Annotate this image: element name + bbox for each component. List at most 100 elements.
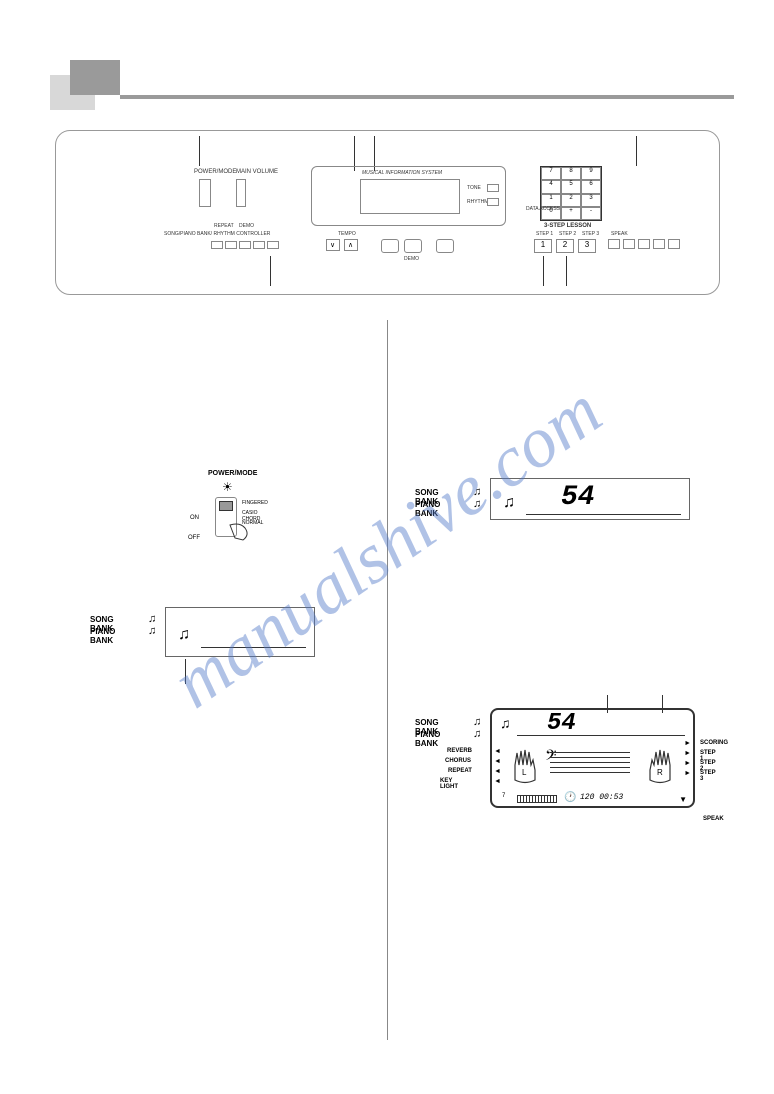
mode-button-1: [381, 239, 399, 253]
indicator-arrow: ◄: [494, 758, 501, 765]
system-title: MUSICAL INFORMATION SYSTEM: [362, 170, 442, 176]
tempo-label: TEMPO: [338, 231, 356, 237]
callout-line: [566, 256, 567, 286]
column-divider: [387, 320, 388, 1040]
power-mode-label: POWER/MODE: [194, 169, 236, 175]
switch-knob: [219, 501, 233, 511]
numpad-key: 8: [561, 167, 581, 180]
lcd-callout: [662, 695, 663, 713]
note-icon: ♫: [473, 498, 481, 510]
bank-display: ♫: [165, 607, 315, 657]
numpad-key: +: [561, 207, 581, 220]
piano-bank-label: PIANO BANK: [415, 500, 440, 518]
rhythm-label: RHYTHM: [467, 199, 488, 205]
pointing-hand-icon: [225, 520, 255, 550]
note-icon: ♫: [473, 486, 481, 498]
step-button-1: 1: [534, 239, 552, 253]
right-button: [623, 239, 635, 249]
numpad-key: 4: [541, 180, 561, 193]
numpad-key: 3: [581, 194, 601, 207]
demo-small-label: DEMO: [239, 223, 254, 229]
mini-keyboard: [517, 795, 557, 803]
indicator-arrow: ►: [684, 770, 691, 777]
main-volume-label: MAIN VOLUME: [236, 169, 278, 175]
mode-button-2: [404, 239, 422, 253]
hand-r-label: R: [657, 768, 663, 777]
controller-button: [225, 241, 237, 249]
tempo-up-button: ∧: [344, 239, 358, 251]
step3-label: STEP 3: [582, 231, 599, 237]
numpad-key: 1: [541, 194, 561, 207]
step1-label: STEP 1: [536, 231, 553, 237]
controller-button-row: [211, 241, 279, 249]
controller-button: [253, 241, 265, 249]
indicator-arrow: ►: [684, 750, 691, 757]
bank-display-with-value: ♫ 54: [490, 478, 690, 520]
controller-button: [211, 241, 223, 249]
step3-label: STEP 3: [700, 770, 716, 782]
sun-icon: ☀: [222, 480, 233, 494]
lcd-inner: [360, 179, 460, 214]
indicator-arrow: ◄: [494, 748, 501, 755]
header-line: [120, 95, 734, 99]
page-corner-decoration: [50, 60, 120, 110]
power-mode-title: POWER/MODE: [208, 470, 257, 477]
tempo-counter: 120 00:53: [580, 793, 623, 802]
demo-label: DEMO: [404, 256, 419, 262]
chorus-label: CHORUS: [445, 758, 471, 764]
display-value: 54: [561, 482, 595, 513]
power-mode-switch-diagram: POWER/MODE ☀ ON OFF FINGERED CASIO CHORD…: [200, 485, 260, 565]
keylight-label: KEY LIGHT: [440, 778, 458, 790]
hand-l-label: L: [522, 768, 527, 777]
mode-button-3: [436, 239, 454, 253]
callout-line: [543, 256, 544, 286]
note-icon: ♫: [503, 494, 515, 512]
step-button-2: 2: [556, 239, 574, 253]
note-icon: ♫: [500, 715, 511, 731]
speak-small-label: SPEAK: [611, 231, 628, 237]
repeat-label: REPEAT: [448, 768, 472, 774]
controller-button: [267, 241, 279, 249]
note-icon: ♫: [473, 728, 481, 740]
corner-dark-box: [70, 60, 120, 95]
indicator-arrow: ►: [684, 740, 691, 747]
controller-label: SONG/PIANO BANK/ RHYTHM CONTROLLER: [164, 231, 270, 237]
tempo-down-button: ∨: [326, 239, 340, 251]
piano-bank-label: PIANO BANK: [415, 730, 440, 748]
display-underline: [201, 647, 306, 648]
piano-bank-label: PIANO BANK: [90, 627, 115, 645]
mini-keyboard-num: 7: [502, 793, 505, 799]
right-button: [668, 239, 680, 249]
scoring-label: SCORING: [700, 740, 728, 746]
full-lcd-display: ♫ 54 ◄ ◄ ◄ ◄ L 𝄢 R ►: [490, 708, 695, 808]
lcd-underline: [517, 735, 685, 736]
indicator-arrow: ►: [684, 760, 691, 767]
right-button-row: [608, 239, 680, 249]
repeat-label: REPEAT: [214, 223, 234, 229]
indicator-line: [185, 659, 186, 684]
center-lcd-outline: MUSICAL INFORMATION SYSTEM TONE RHYTHM: [311, 166, 506, 226]
callout-line: [199, 136, 200, 166]
callout-line: [270, 256, 271, 286]
lcd-callout: [607, 695, 608, 713]
reverb-label: REVERB: [447, 748, 472, 754]
right-button: [608, 239, 620, 249]
speak-label: SPEAK: [703, 816, 724, 822]
tone-button: [487, 184, 499, 192]
indicator-arrow: ◄: [494, 768, 501, 775]
keyboard-control-panel: POWER/MODE MAIN VOLUME SONG/PIANO BANK/ …: [55, 130, 720, 295]
right-button: [638, 239, 650, 249]
step2-label: STEP 2: [559, 231, 576, 237]
note-icon: ♫: [473, 716, 481, 728]
controller-button: [239, 241, 251, 249]
numpad-key: 9: [581, 167, 601, 180]
step-lesson-label: 3-STEP LESSON: [544, 223, 591, 229]
down-arrow-icon: ▼: [679, 795, 687, 804]
numpad: 7 8 9 4 5 6 1 2 3 0 + -: [540, 166, 602, 221]
tone-label: TONE: [467, 185, 481, 191]
clock-icon: 🕐: [564, 792, 576, 803]
right-button: [653, 239, 665, 249]
fingered-label: FINGERED: [242, 500, 268, 506]
display-underline: [526, 514, 681, 515]
data-access-label: DATA ACCESS: [526, 206, 560, 212]
